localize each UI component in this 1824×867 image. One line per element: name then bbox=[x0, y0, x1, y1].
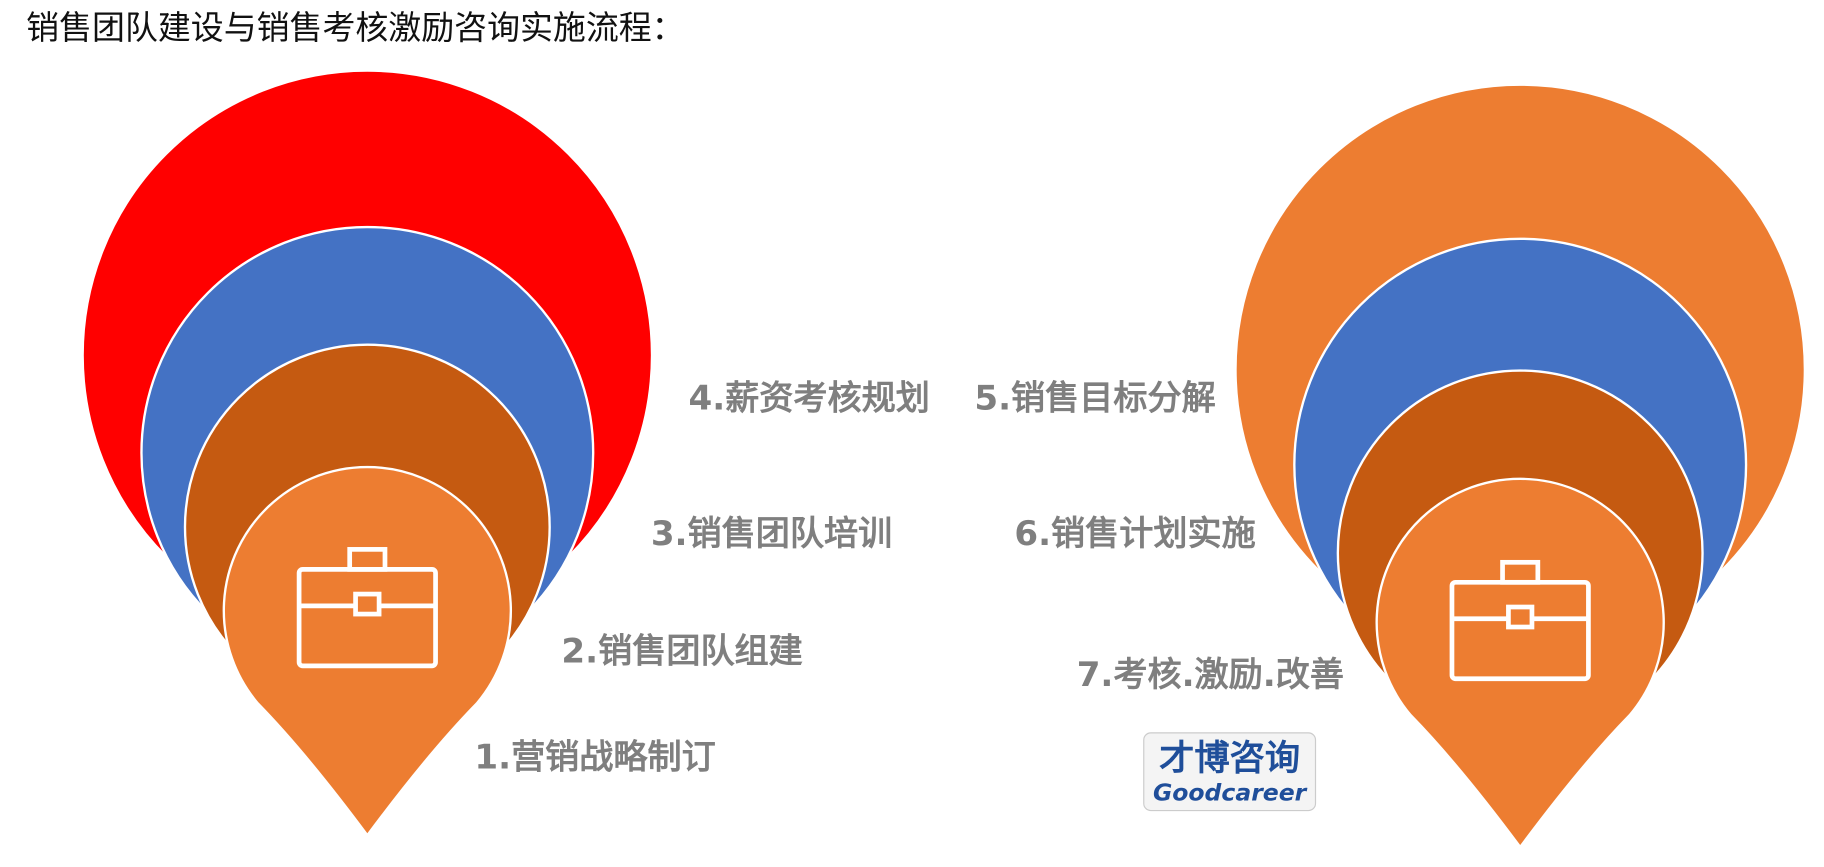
logo-name: 才博咨询 bbox=[1159, 738, 1300, 779]
step-label: 2.销售团队组建 bbox=[561, 631, 802, 671]
step-label: 1.营销战略制订 bbox=[474, 737, 715, 777]
step-label: 5.销售目标分解 bbox=[974, 378, 1215, 418]
step-label: 7.考核.激励.改善 bbox=[1077, 655, 1344, 695]
logo: 才博咨询 Goodcareer bbox=[1143, 732, 1317, 812]
briefcase-icon bbox=[296, 547, 438, 669]
left-funnel bbox=[81, 69, 654, 838]
right-funnel bbox=[1234, 83, 1807, 849]
step-label: 3.销售团队培训 bbox=[651, 514, 892, 554]
pin bbox=[222, 465, 513, 838]
step-label: 4.薪资考核规划 bbox=[688, 378, 929, 418]
pin bbox=[1375, 477, 1665, 849]
step-label: 6.销售计划实施 bbox=[1014, 514, 1255, 554]
logo-brand: Goodcareer bbox=[1153, 779, 1308, 807]
briefcase-icon bbox=[1449, 559, 1591, 682]
title: 销售团队建设与销售考核激励咨询实施流程： bbox=[26, 8, 684, 47]
